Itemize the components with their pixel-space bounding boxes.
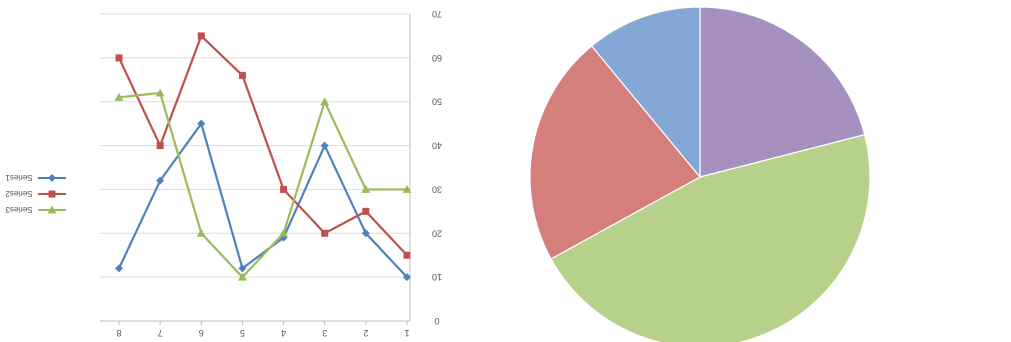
y-tick-label: 40 (432, 141, 442, 151)
y-tick-label: 10 (432, 272, 442, 282)
x-tick-label: 6 (199, 328, 204, 338)
data-point (197, 119, 206, 128)
series-line (118, 34, 408, 256)
data-point (237, 272, 247, 281)
pie-slice-3 (529, 45, 701, 260)
data-point (115, 54, 123, 62)
series-line (118, 122, 408, 278)
data-point (279, 228, 289, 237)
legend: Series1 Series2 Series3 (5, 173, 66, 214)
x-tick-label: 5 (240, 328, 245, 338)
gridlines (100, 13, 410, 322)
series-3 (114, 88, 412, 281)
x-tick-label: 1 (404, 328, 409, 338)
data-point (361, 184, 371, 193)
data-point (196, 228, 206, 237)
legend-marker (48, 190, 56, 198)
data-point (155, 88, 165, 97)
data-point (402, 273, 411, 282)
y-tick-label: 60 (432, 53, 442, 63)
data-point (403, 251, 411, 259)
data-point (197, 32, 205, 40)
data-point (321, 229, 329, 237)
y-tick-label: 0 (434, 316, 439, 326)
x-tick-label: 8 (116, 328, 121, 338)
legend-marker (48, 174, 56, 182)
data-point (238, 71, 246, 79)
data-point (114, 92, 124, 101)
series-line (118, 91, 407, 279)
x-tick-label: 2 (363, 328, 368, 338)
pie-slice-1 (699, 6, 866, 178)
data-point (115, 264, 123, 273)
data-point (362, 207, 370, 215)
y-tick-label: 20 (432, 228, 442, 238)
data-point (320, 141, 329, 150)
data-point (238, 264, 247, 273)
series-2 (115, 32, 411, 259)
data-point (361, 229, 370, 238)
x-tick-label: 4 (281, 328, 286, 338)
legend-label: Series1 (5, 173, 33, 182)
x-tick-label: 7 (158, 328, 163, 338)
data-point (402, 184, 412, 193)
pie-slices (529, 6, 871, 342)
x-tick-label: 3 (322, 328, 327, 338)
y-tick-label: 30 (432, 184, 442, 194)
legend-label: Series2 (5, 189, 33, 198)
series-lines (114, 32, 412, 282)
data-point (280, 185, 288, 193)
data-point (156, 176, 165, 185)
y-tick-label: 70 (432, 9, 442, 19)
data-point (320, 97, 330, 106)
pie-slice-4 (590, 6, 701, 179)
legend-marker (47, 205, 57, 214)
y-tick-label: 50 (432, 97, 442, 107)
pie-chart (529, 6, 871, 342)
legend-label: Series3 (5, 205, 33, 214)
pie-slice-2 (550, 133, 871, 342)
data-point (156, 142, 164, 150)
axes: 0 10 20 30 40 50 60 70 8 7 6 5 4 3 2 1 (116, 9, 442, 338)
